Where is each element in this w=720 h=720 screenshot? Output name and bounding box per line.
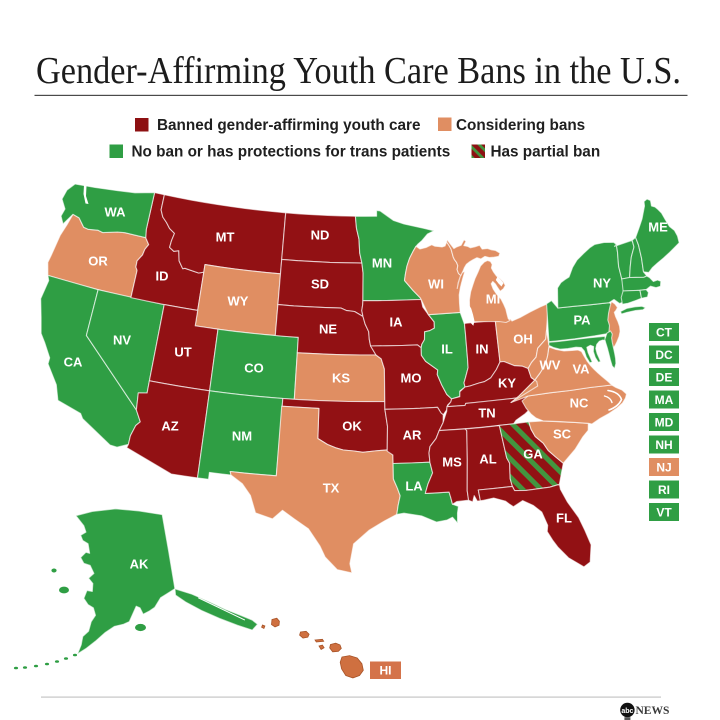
svg-text:NC: NC [570, 396, 589, 411]
svg-text:MA: MA [655, 393, 674, 407]
svg-text:VT: VT [656, 506, 672, 520]
svg-text:WI: WI [428, 277, 444, 292]
svg-text:TN: TN [478, 406, 495, 421]
svg-text:AK: AK [130, 557, 149, 572]
svg-text:AR: AR [403, 428, 422, 443]
svg-text:WV: WV [540, 358, 561, 373]
svg-text:Has partial ban: Has partial ban [491, 143, 601, 160]
svg-text:ME: ME [648, 220, 668, 235]
svg-text:NJ: NJ [656, 461, 671, 475]
svg-text:No ban or has protections for: No ban or has protections for trans pati… [132, 143, 451, 160]
svg-text:PA: PA [573, 313, 591, 328]
svg-text:DE: DE [656, 371, 673, 385]
svg-text:NE: NE [319, 322, 337, 337]
svg-text:CT: CT [656, 326, 673, 340]
svg-text:ID: ID [156, 269, 169, 284]
svg-text:NY: NY [593, 276, 611, 291]
svg-text:Considering bans: Considering bans [456, 117, 585, 134]
svg-text:SC: SC [553, 427, 572, 442]
svg-text:WA: WA [105, 205, 127, 220]
svg-text:OK: OK [342, 419, 362, 434]
svg-text:KS: KS [332, 371, 350, 386]
svg-text:VA: VA [572, 362, 590, 377]
svg-text:KY: KY [498, 376, 516, 391]
svg-text:AZ: AZ [161, 419, 178, 434]
svg-text:Banned gender-affirming youth: Banned gender-affirming youth care [157, 117, 420, 134]
svg-text:OH: OH [513, 332, 533, 347]
svg-text:HI: HI [380, 664, 392, 678]
svg-text:MD: MD [655, 416, 674, 430]
svg-text:LA: LA [405, 479, 423, 494]
svg-text:Gender-Affirming Youth Care Ba: Gender-Affirming Youth Care Bans in the … [36, 50, 681, 92]
svg-text:NM: NM [232, 429, 252, 444]
svg-text:DC: DC [655, 348, 673, 362]
svg-text:CO: CO [244, 361, 264, 376]
svg-text:CA: CA [64, 355, 83, 370]
svg-text:MI: MI [486, 292, 500, 307]
svg-text:NV: NV [113, 333, 131, 348]
svg-text:SD: SD [311, 277, 329, 292]
svg-text:NH: NH [655, 438, 672, 452]
svg-text:OR: OR [88, 254, 108, 269]
svg-text:MS: MS [442, 455, 462, 470]
svg-text:IA: IA [390, 315, 404, 330]
svg-text:FL: FL [556, 511, 572, 526]
svg-text:MN: MN [372, 256, 392, 271]
svg-text:AL: AL [479, 452, 496, 467]
svg-text:UT: UT [174, 345, 191, 360]
svg-text:WY: WY [228, 294, 249, 309]
svg-text:ND: ND [311, 228, 330, 243]
svg-text:NEWS: NEWS [636, 705, 670, 717]
svg-text:TX: TX [323, 481, 340, 496]
svg-text:MT: MT [216, 230, 235, 245]
svg-text:RI: RI [658, 483, 670, 497]
svg-text:GA: GA [523, 447, 543, 462]
svg-text:IN: IN [476, 342, 489, 357]
svg-text:MO: MO [401, 371, 422, 386]
svg-text:abc: abc [621, 708, 633, 715]
svg-text:IL: IL [441, 342, 453, 357]
